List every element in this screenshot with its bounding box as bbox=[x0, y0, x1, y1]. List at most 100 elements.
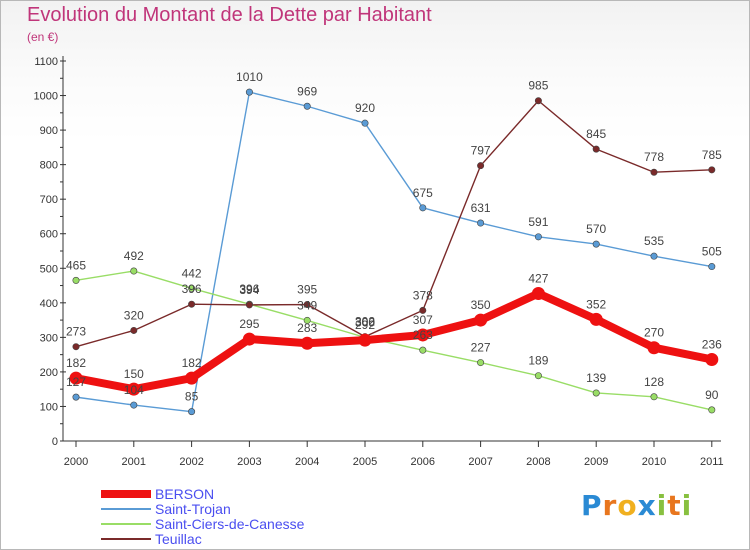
data-point bbox=[69, 371, 83, 385]
legend-swatch bbox=[101, 507, 151, 510]
data-point bbox=[303, 102, 311, 110]
data-label: 273 bbox=[66, 325, 86, 339]
data-label: 307 bbox=[413, 313, 433, 327]
data-point bbox=[130, 326, 138, 334]
data-label: 969 bbox=[297, 84, 317, 98]
data-label: 1010 bbox=[236, 70, 263, 84]
data-label: 182 bbox=[66, 356, 86, 370]
x-tick-label: 2004 bbox=[295, 456, 319, 468]
data-point bbox=[477, 219, 485, 227]
data-point bbox=[647, 341, 661, 355]
x-tick-label: 2007 bbox=[468, 456, 492, 468]
y-tick-label: 200 bbox=[40, 367, 58, 379]
data-label: 465 bbox=[66, 258, 86, 272]
legend-swatch bbox=[101, 489, 151, 498]
y-tick-label: 800 bbox=[40, 160, 58, 172]
data-point bbox=[72, 276, 80, 284]
logo-letter: P bbox=[581, 489, 603, 522]
legend-label: Saint-Trojan bbox=[155, 500, 231, 517]
data-label: 127 bbox=[66, 375, 86, 389]
data-point bbox=[245, 301, 253, 309]
x-tick-label: 2000 bbox=[64, 456, 88, 468]
data-label: 797 bbox=[471, 144, 491, 158]
chart-title: Evolution du Montant de la Dette par Hab… bbox=[27, 4, 432, 26]
y-tick-label: 1000 bbox=[34, 91, 58, 103]
data-point bbox=[592, 145, 600, 153]
data-label: 150 bbox=[124, 367, 144, 381]
data-label: 492 bbox=[124, 249, 144, 263]
y-tick-label: 0 bbox=[52, 436, 58, 448]
logo-letter: r bbox=[602, 489, 618, 522]
data-point bbox=[188, 284, 196, 292]
y-tick-label: 100 bbox=[40, 401, 58, 413]
data-label: 845 bbox=[586, 127, 606, 141]
data-label: 320 bbox=[124, 308, 144, 322]
data-label: 236 bbox=[702, 337, 722, 351]
proxiti-logo: Proxiti bbox=[581, 489, 692, 522]
data-point bbox=[130, 401, 138, 409]
data-label: 920 bbox=[355, 101, 375, 115]
data-label: 104 bbox=[124, 383, 144, 397]
data-point bbox=[300, 336, 314, 350]
data-label: 591 bbox=[528, 215, 548, 229]
data-point bbox=[708, 166, 716, 174]
legend-item: Teuillac bbox=[101, 531, 304, 547]
data-point bbox=[708, 263, 716, 271]
x-tick-label: 2009 bbox=[584, 456, 608, 468]
data-point bbox=[245, 88, 253, 96]
data-point bbox=[358, 333, 372, 347]
series-line-berson bbox=[72, 289, 716, 394]
data-label: 352 bbox=[586, 297, 606, 311]
data-label: 302 bbox=[355, 315, 375, 329]
data-point bbox=[303, 316, 311, 324]
data-point bbox=[242, 332, 256, 346]
data-point bbox=[188, 408, 196, 416]
chart-subtitle: (en €) bbox=[27, 30, 59, 44]
data-label: 985 bbox=[528, 79, 548, 93]
data-label: 128 bbox=[644, 375, 664, 389]
data-point bbox=[477, 162, 485, 170]
data-point bbox=[705, 352, 719, 366]
legend-swatch bbox=[101, 537, 151, 540]
data-point bbox=[534, 372, 542, 380]
data-point bbox=[650, 252, 658, 260]
x-tick-label: 2010 bbox=[642, 456, 666, 468]
data-label: 785 bbox=[702, 148, 722, 162]
data-label: 631 bbox=[471, 201, 491, 215]
data-label: 295 bbox=[239, 317, 259, 331]
data-point bbox=[531, 286, 545, 300]
series-line-teuillac bbox=[75, 100, 713, 348]
data-point bbox=[127, 382, 141, 396]
logo-letter: t bbox=[667, 489, 682, 522]
y-tick-label: 300 bbox=[40, 332, 58, 344]
data-point bbox=[419, 204, 427, 212]
data-label: 227 bbox=[471, 341, 491, 355]
data-point bbox=[592, 240, 600, 248]
data-point bbox=[708, 406, 716, 414]
data-label: 396 bbox=[182, 282, 202, 296]
data-label: 675 bbox=[413, 186, 433, 200]
x-tick-label: 2001 bbox=[122, 456, 146, 468]
x-tick-label: 2005 bbox=[353, 456, 377, 468]
data-label: 349 bbox=[297, 298, 317, 312]
data-label: 182 bbox=[182, 356, 202, 370]
x-tick-label: 2008 bbox=[526, 456, 550, 468]
data-label: 442 bbox=[182, 266, 202, 280]
data-label: 778 bbox=[644, 150, 664, 164]
data-label: 570 bbox=[586, 222, 606, 236]
logo-letter: o bbox=[617, 489, 638, 522]
y-tick-label: 600 bbox=[40, 229, 58, 241]
data-point bbox=[589, 312, 603, 326]
data-label: 189 bbox=[528, 354, 548, 368]
data-label: 292 bbox=[355, 318, 375, 332]
y-tick-label: 700 bbox=[40, 194, 58, 206]
data-point bbox=[534, 97, 542, 105]
data-point bbox=[416, 328, 430, 342]
y-tick-label: 900 bbox=[40, 125, 58, 137]
data-label: 395 bbox=[297, 283, 317, 297]
data-point bbox=[474, 313, 488, 327]
data-point bbox=[534, 233, 542, 241]
legend-swatch bbox=[101, 522, 151, 525]
